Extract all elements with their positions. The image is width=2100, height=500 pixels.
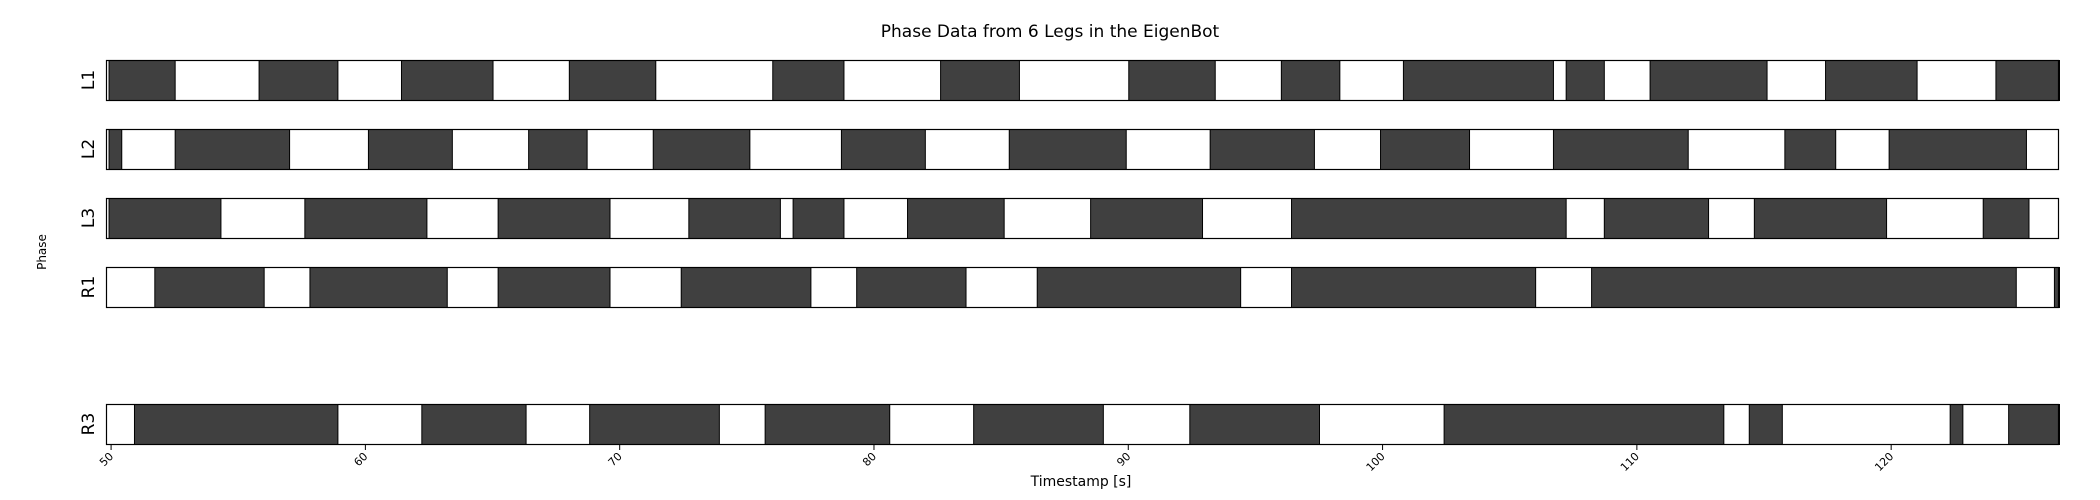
stance-bar [258,60,339,101]
stance-bar [108,129,123,170]
stance-bar [108,60,176,101]
stance-bar [1280,60,1341,101]
leg-label: L1 [79,70,99,90]
stance-bar [1603,198,1710,239]
x-tick-label: 50 [97,450,116,469]
leg-row-l2: L2 [79,128,2060,171]
x-tick-label: 120 [1872,450,1896,474]
leg-frame [105,128,2060,171]
x-tick-label: 60 [351,450,370,469]
y-axis-label: Phase [35,234,49,270]
stance-bar [568,60,657,101]
x-axis-label: Timestamp [s] [1030,474,1132,490]
stance-bar [497,198,611,239]
stance-bar [1209,129,1315,170]
stance-bar [2008,404,2060,445]
stance-bar [652,129,751,170]
stance-bar [1995,60,2060,101]
stance-bar [421,404,527,445]
stance-bar [108,198,222,239]
leg-row-r1: R1 [79,266,2060,309]
stance-bar [589,404,720,445]
leg-label: L2 [79,139,99,159]
stance-bar [497,267,611,308]
x-tick-label: 90 [1114,450,1133,469]
stance-bar [1291,198,1567,239]
stance-bar [1443,404,1725,445]
stance-bar [772,60,845,101]
stance-bar [174,129,291,170]
leg-row-l1: L1 [79,59,2060,102]
stance-bar [133,404,339,445]
stance-bar [1565,60,1605,101]
x-tick-label: 100 [1364,450,1388,474]
stance-bar [528,129,588,170]
stance-bar [856,267,967,308]
stance-bar [1888,129,2027,170]
leg-row-r3: R3 [79,403,2060,446]
stance-bar [1825,60,1918,101]
x-tick-label: 110 [1618,450,1642,474]
stance-bar [1291,267,1537,308]
stance-bar [973,404,1104,445]
stance-bar [688,198,781,239]
stance-bar [1402,60,1554,101]
stance-bar [400,60,494,101]
stance-bar [1784,129,1837,170]
stance-bar [304,198,428,239]
leg-frame [105,197,2060,240]
leg-label: L3 [79,208,99,228]
leg-frame [105,266,2060,309]
stance-bar [154,267,265,308]
stance-bar [1949,404,1964,445]
stance-bar [792,198,845,239]
stance-bar [1982,198,2030,239]
stance-bar [1189,404,1320,445]
stance-bar [1128,60,1216,101]
x-axis: 50 60 70 80 90 100 110 120 [97,445,1896,474]
stance-bar [367,129,453,170]
leg-row-l3: L3 [79,197,2060,240]
stance-bar [907,198,1005,239]
stance-bar [1090,198,1204,239]
chart-title: Phase Data from 6 Legs in the EigenBot [881,22,1220,42]
stance-bar [1552,129,1689,170]
stance-bar [309,267,448,308]
stance-bar [1380,129,1471,170]
leg-frame [105,403,2060,446]
stance-bar [680,267,812,308]
x-tick-label: 80 [860,450,879,469]
stance-bar [1591,267,2017,308]
leg-label: R3 [79,413,99,436]
stance-bar [1649,60,1768,101]
leg-label: R1 [79,276,99,299]
leg-rows: L1 L2 L3 R1 R3 [79,59,2060,446]
stance-bar [1748,404,1783,445]
leg-track [106,198,2059,239]
stance-bar [1008,129,1127,170]
stance-bar [940,60,1020,101]
stance-bar [764,404,891,445]
leg-frame [105,59,2060,102]
stance-bar [1753,198,1888,239]
stance-bar [1036,267,1242,308]
x-tick-label: 70 [606,450,625,469]
stance-bar [840,129,926,170]
